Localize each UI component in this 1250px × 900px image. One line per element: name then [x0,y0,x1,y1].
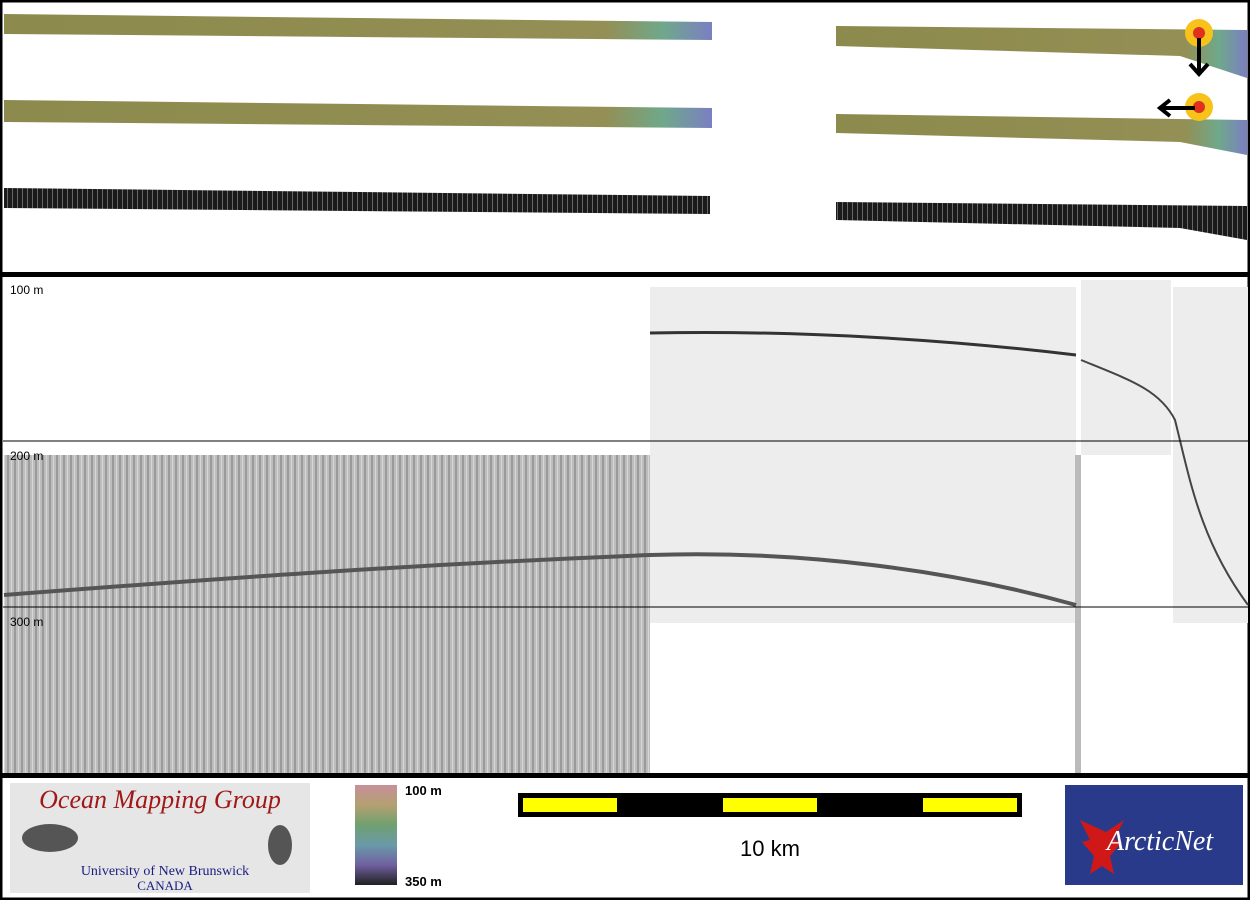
swath-strip [836,114,1247,155]
colorbar [355,785,397,885]
marker [1193,27,1205,39]
profile-panel: 100 m 200 m 300 m [3,280,1249,773]
scale-segment [523,798,617,812]
arrow [1188,38,1210,77]
profile-segment [1075,455,1081,773]
colorbar-label: 350 m [405,874,442,889]
logo-title: Ocean Mapping Group [39,785,281,814]
swath-strip [836,26,1247,78]
depth-label: 100 m [10,283,43,297]
profile-segment [650,287,1076,623]
profile-segment [4,455,650,773]
footer: Ocean Mapping Group University of New Br… [10,783,1243,893]
divider [0,272,1250,277]
scale-label: 10 km [740,836,800,861]
scale-segment [723,798,817,812]
depth-label: 300 m [10,615,43,629]
profile-segment [1173,287,1248,623]
swath-panel [4,14,1247,240]
logo-country: CANADA [137,878,193,893]
depth-label: 200 m [10,449,43,463]
divider [0,773,1250,778]
swath-strip [4,14,712,40]
maple-leaf [1080,820,1124,874]
seafloor [1080,359,1249,606]
backscatter-strip [4,188,710,214]
logo-graphic [22,824,78,852]
logo-name: ArcticNet [1105,826,1214,857]
marker [1193,101,1205,113]
scale-segment [923,798,1017,812]
logo-subtitle: University of New Brunswick [81,864,249,879]
colorbar-label: 100 m [405,783,442,798]
profile-segment [1081,280,1171,455]
seafloor [649,330,1077,357]
arrow [1156,98,1195,118]
logo-graphic [268,825,292,865]
subbottom-reflector [3,552,1077,607]
backscatter-strip [836,202,1247,240]
swath-strip [4,100,712,128]
